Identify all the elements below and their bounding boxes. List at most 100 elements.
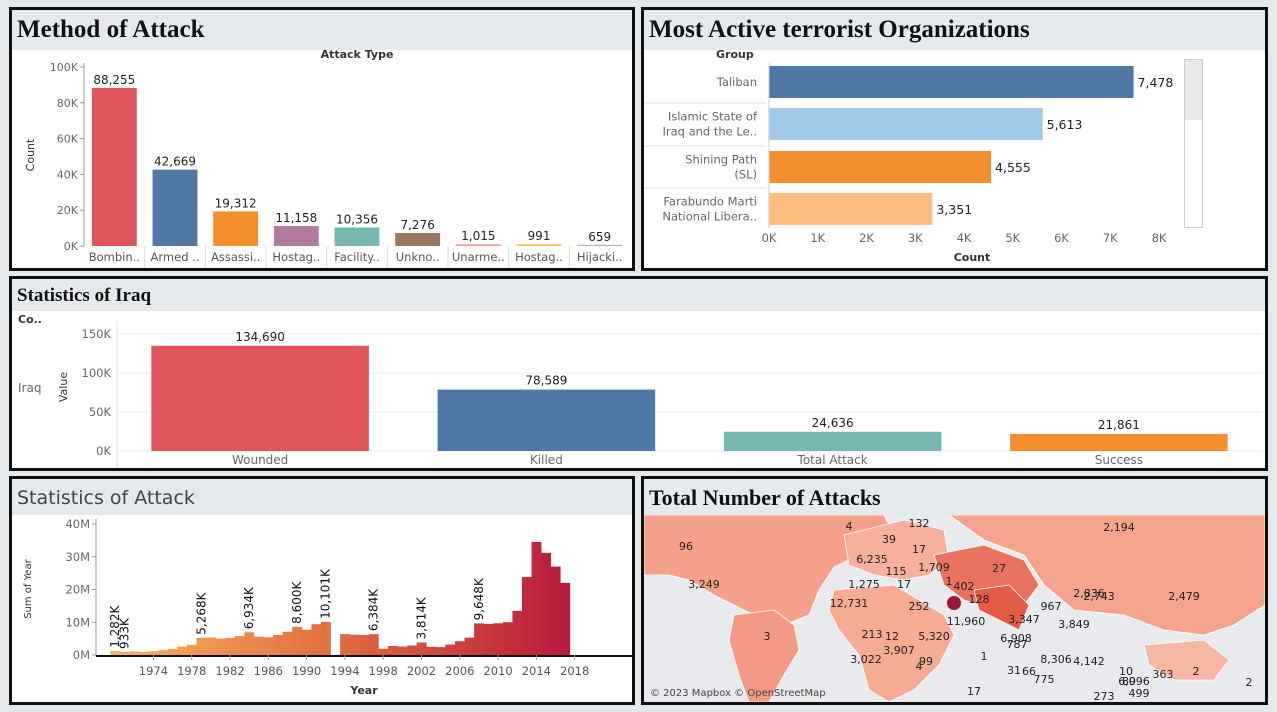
x-tick-label: 2014 [522, 664, 551, 678]
scrollbar-track[interactable] [1184, 59, 1203, 228]
x-tick-label: Armed .. [151, 250, 200, 264]
category-label: National Libera.. [662, 210, 757, 224]
map-count-label: 1,275 [848, 578, 880, 591]
x-tick-label: 2006 [445, 664, 474, 678]
map-count-label: 4 [846, 520, 853, 533]
x-tick-label: 4K [957, 231, 972, 245]
y-tick-label: 0M [73, 648, 90, 662]
bar [196, 637, 207, 655]
x-tick-label: 1978 [177, 664, 206, 678]
bar [282, 631, 293, 655]
iraq-statistics-chart: Co.. Iraq Value 0K 50K 100K 150K 134,690 Wounded… [18, 313, 1262, 468]
map-count-label: 99 [919, 655, 933, 668]
bar [502, 622, 513, 655]
x-tick-label: 6K [1054, 231, 1069, 245]
bar [407, 645, 417, 655]
bar [151, 345, 369, 451]
bar [129, 651, 140, 655]
panel-title: Statistics of Attack [12, 479, 632, 515]
bar [263, 637, 274, 655]
bar [152, 169, 198, 246]
map-count-label: 967 [1041, 600, 1062, 613]
bar [455, 244, 501, 246]
row-label: Iraq [18, 381, 41, 395]
bar [769, 66, 1134, 98]
x-tick-label: Unarme.. [452, 250, 505, 264]
y-tick-label: 20M [65, 583, 90, 597]
bar [435, 647, 446, 655]
bar [225, 637, 236, 655]
bar [253, 636, 264, 655]
bar-value-label: 24,636 [812, 416, 854, 430]
map-count-label: 5,320 [918, 630, 950, 643]
y-tick-label: 50K [89, 405, 112, 419]
map-count-label: 115 [886, 565, 907, 578]
active-organizations-panel: Most Active terrorist Organizations Grou… [641, 7, 1268, 271]
scrollbar-thumb[interactable] [1185, 60, 1202, 120]
x-tick-label: Hostag.. [515, 250, 563, 264]
bar [723, 431, 942, 451]
y-axis-label: Count [24, 138, 37, 171]
map-count-label: 3,249 [688, 578, 720, 591]
map-count-label: 6,235 [856, 553, 888, 566]
bar [301, 629, 312, 655]
bar [426, 646, 437, 655]
bar [273, 226, 319, 246]
y-tick-label: 100K [50, 61, 79, 74]
south-america [728, 609, 800, 702]
bar [483, 623, 494, 655]
bar [521, 577, 532, 655]
map-count-label: 1,709 [918, 561, 950, 574]
map-count-label: 128 [969, 593, 990, 606]
bar [437, 389, 656, 451]
bar [769, 193, 933, 225]
bar-value-label: 5,613 [1047, 117, 1083, 132]
bar [378, 648, 389, 655]
bar [474, 623, 485, 655]
map-count-label: 363 [1153, 668, 1174, 681]
bar [1010, 433, 1228, 451]
bar-value-label: 4,555 [995, 160, 1031, 175]
y-tick-label: 30M [65, 550, 90, 564]
y-axis-label: Sum of Year [23, 558, 34, 618]
map-count-label: 6,096 [1118, 675, 1150, 688]
method-of-attack-panel: Method of Attack Attack Type Count 0K 20K 40… [9, 7, 635, 271]
bar [158, 650, 169, 655]
map-count-label: 3,907 [883, 644, 915, 657]
bar-value-label: 3,814K [414, 596, 428, 639]
y-tick-label: 100K [82, 366, 112, 380]
x-tick-label: Killed [530, 453, 563, 467]
panel-title: Total Number of Attacks [644, 479, 1265, 515]
bar [320, 621, 331, 655]
x-tick-label: Facility.. [334, 250, 380, 264]
x-tick-label: Hostag.. [272, 250, 320, 264]
bar-value-label: 6,384K [367, 588, 381, 631]
total-attacks-map-panel: Total Number of Attacks 4 132 39 17 2,194 96 6… [641, 476, 1268, 705]
x-tick-label: 5K [1005, 231, 1020, 245]
x-tick-label: 2002 [407, 664, 436, 678]
map-count-label: 2,479 [1168, 590, 1200, 603]
map-count-label: 3,022 [850, 653, 882, 666]
x-tick-label: Assassi.. [211, 250, 260, 264]
bar [91, 88, 137, 246]
map-count-label: 787 [1007, 638, 1028, 651]
y-tick-label: 80K [57, 97, 79, 110]
bar-value-label: 1,015 [461, 229, 495, 243]
map-count-label: 402 [954, 580, 975, 593]
bar [311, 624, 322, 655]
bar [464, 637, 475, 655]
y-tick-label: 60K [57, 133, 79, 146]
bar [397, 646, 408, 655]
map-count-label: 66 [1022, 665, 1036, 678]
y-tick-label: 40M [65, 517, 90, 531]
map-count-label: 3 [764, 630, 771, 643]
x-tick-label: Wounded [232, 453, 288, 467]
bar-value-label: 78,589 [525, 374, 567, 388]
row-header: Co.. [18, 313, 42, 326]
map-count-label: 2,743 [1083, 590, 1115, 603]
bar [577, 244, 623, 246]
world-map[interactable]: 4 132 39 17 2,194 96 6,235 115 1,709 27 2,836 3,249… [644, 515, 1265, 702]
bar [177, 646, 188, 655]
bar-value-label: 10,356 [336, 212, 378, 226]
